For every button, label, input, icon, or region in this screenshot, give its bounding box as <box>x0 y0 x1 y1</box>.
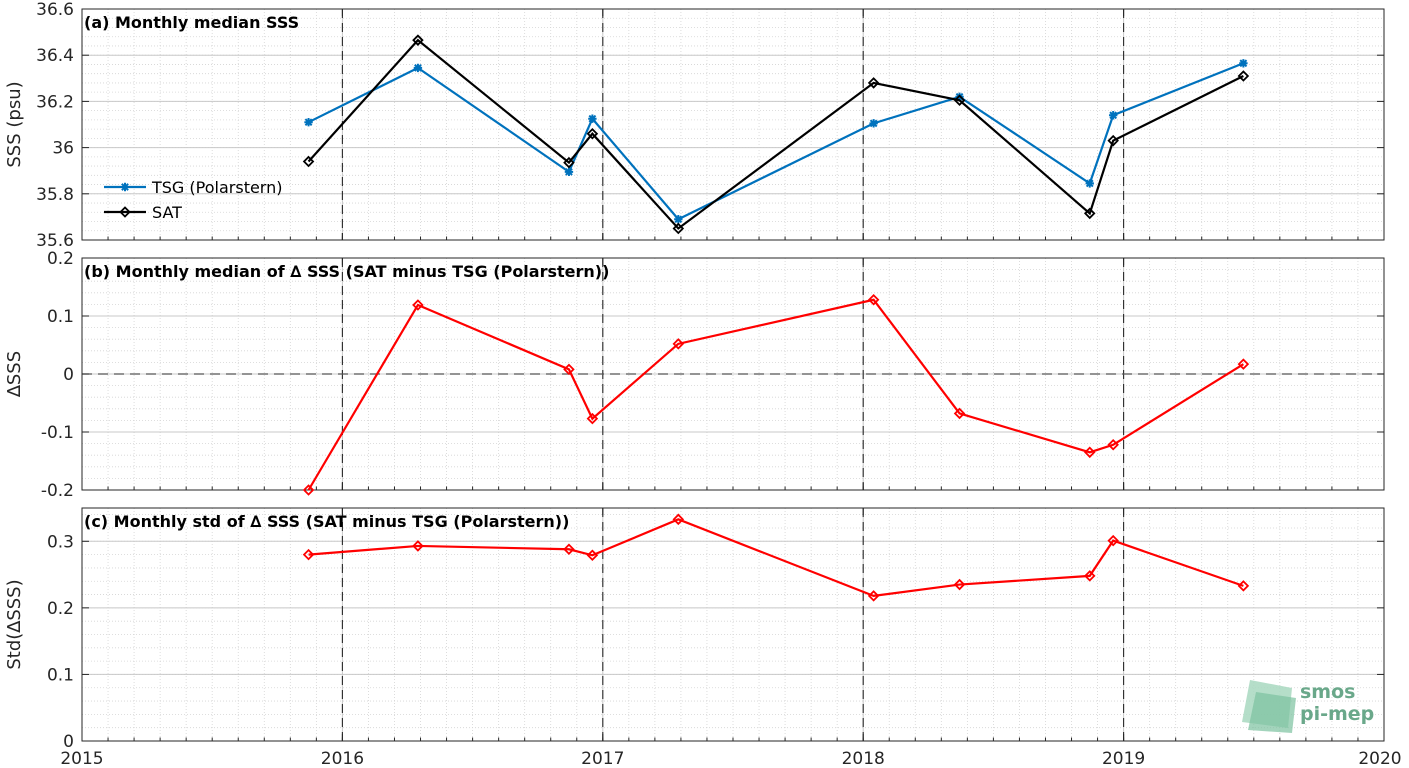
y-tick-label: -0.1 <box>41 423 74 443</box>
y-tick-label: -0.2 <box>41 481 74 501</box>
y-axis-label: Std(∆SSS) <box>4 579 25 669</box>
y-tick-label: 0 <box>63 732 74 752</box>
data-point <box>412 540 424 552</box>
data-point <box>1239 59 1248 68</box>
data-point <box>672 338 685 350</box>
data-point <box>1107 438 1119 451</box>
panel-title: (a) Monthly median SSS <box>84 13 299 32</box>
data-point <box>1107 534 1119 547</box>
data-point <box>674 215 683 224</box>
data-point <box>564 167 574 177</box>
data-point <box>953 94 966 107</box>
data-point <box>563 156 575 169</box>
data-point <box>867 590 880 602</box>
data-point <box>1085 179 1094 188</box>
panel-b: -0.2 -0.1 0 0.1 0.2 ∆SSS (b) Monthly median of… <box>4 249 1385 501</box>
data-point <box>586 549 599 562</box>
data-point <box>302 548 315 561</box>
data-point <box>563 543 575 556</box>
data-point <box>302 155 315 168</box>
data-point <box>867 293 880 306</box>
y-axis-label: ∆SSS <box>4 351 25 398</box>
y-tick-label: 0 <box>63 365 74 385</box>
x-tick-label: 2020 <box>1358 749 1401 768</box>
data-point <box>1237 580 1250 592</box>
panel-c: 0 0.1 0.2 0.3 Std(∆SSS) (c) Monthly std of ∆ … <box>4 507 1385 752</box>
y-tick-label: 36.2 <box>36 92 74 112</box>
logo-mark <box>1248 692 1296 733</box>
data-point <box>953 578 966 591</box>
legend-marker <box>120 182 130 192</box>
data-point <box>304 117 313 127</box>
legend-label: TSG (Polarstern) <box>151 178 282 197</box>
plot-area <box>82 9 1384 240</box>
data-point <box>1083 570 1096 582</box>
y-tick-label: 35.8 <box>36 185 74 205</box>
data-point <box>672 513 685 526</box>
data-point <box>1107 134 1119 147</box>
y-tick-label: 36.6 <box>36 0 74 20</box>
y-tick-label: 0.2 <box>47 249 74 269</box>
data-point <box>586 412 599 425</box>
panel-title: (c) Monthly std of ∆ SSS (SAT minus TSG … <box>84 512 569 531</box>
x-tick-label: 2018 <box>842 749 885 768</box>
series-line <box>308 62 1244 221</box>
panel-a: 35.6 35.8 36 36.2 36.4 36.6 SSS (psu) (a) Month… <box>4 0 1385 251</box>
data-point <box>1083 446 1096 459</box>
legend-marker <box>119 206 131 218</box>
x-tick-label: 2015 <box>60 749 103 768</box>
data-point <box>586 127 599 140</box>
x-tick-label: 2016 <box>321 749 364 768</box>
data-point <box>588 114 597 123</box>
data-point <box>1083 207 1096 220</box>
plot-area <box>82 508 1384 741</box>
data-point <box>672 222 685 235</box>
y-tick-label: 36 <box>52 139 74 159</box>
data-point <box>413 63 423 73</box>
data-point <box>1237 358 1250 370</box>
logo-text: smos <box>1300 681 1355 703</box>
data-point <box>1237 70 1250 82</box>
data-point <box>867 77 880 89</box>
series-line <box>307 298 1244 491</box>
logo-text: pi-mep <box>1300 703 1374 725</box>
x-tick-label: 2017 <box>581 749 624 768</box>
data-point <box>412 34 424 46</box>
series-line <box>308 518 1244 598</box>
data-point <box>869 119 878 128</box>
series-line <box>307 38 1244 230</box>
data-point <box>412 299 424 311</box>
y-tick-label: 0.2 <box>47 599 74 619</box>
data-point <box>563 363 575 376</box>
data-point <box>953 407 966 420</box>
y-axis-label: SSS (psu) <box>4 81 25 167</box>
y-tick-label: 35.6 <box>36 231 74 251</box>
legend-label: SAT <box>152 203 182 222</box>
y-tick-label: 0.1 <box>47 665 74 685</box>
data-point <box>302 484 315 496</box>
y-tick-label: 0.3 <box>47 532 74 552</box>
y-tick-label: 0.1 <box>47 307 74 327</box>
data-point <box>1108 111 1118 120</box>
panel-title: (b) Monthly median of ∆ SSS (SAT minus T… <box>84 262 609 281</box>
x-tick-label: 2019 <box>1102 749 1145 768</box>
legend: TSG (Polarstern) SAT <box>104 178 282 222</box>
y-tick-label: 36.4 <box>36 46 74 66</box>
